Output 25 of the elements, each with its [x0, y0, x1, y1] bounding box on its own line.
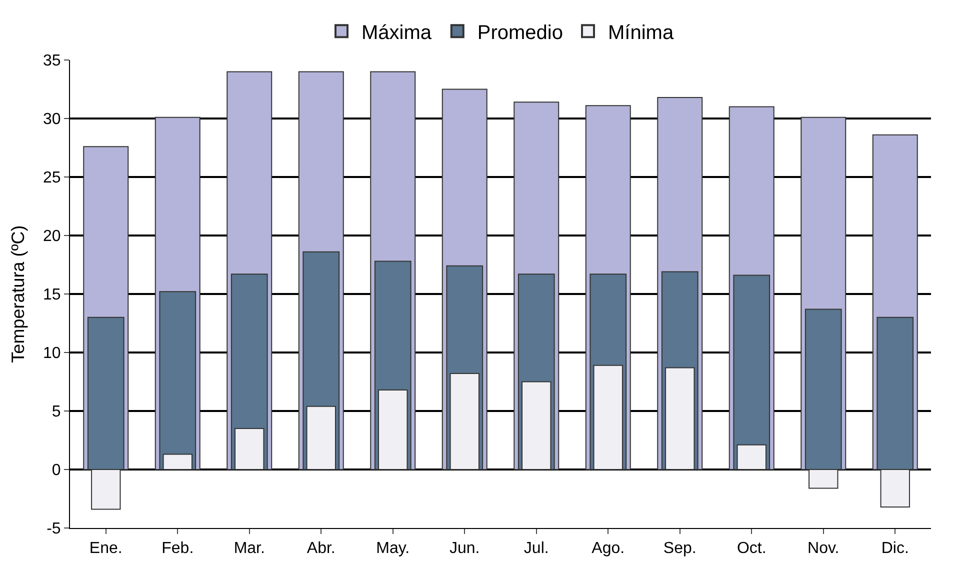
legend-label: Máxima [362, 22, 432, 44]
x-tick-label: May. [376, 540, 410, 558]
x-tick-label: Mar. [234, 540, 265, 558]
legend-label: Mínima [608, 22, 674, 44]
y-tick-label: 25 [43, 170, 61, 187]
x-tick-label: Sep. [663, 540, 696, 558]
x-tick-label: Abr. [306, 540, 336, 558]
x-tick-label: Nov. [808, 540, 840, 558]
legend-label: Promedio [477, 22, 563, 44]
y-tick-label: 20 [43, 228, 61, 246]
x-tick-label: Dic. [881, 540, 909, 558]
y-tick-label: 35 [43, 52, 61, 70]
y-tick-label: -5 [46, 520, 61, 538]
x-tick-label: Jul. [524, 540, 549, 558]
x-tick-label: Jun. [450, 540, 480, 558]
x-tick-label: Ago. [592, 540, 625, 558]
y-tick-label: 10 [43, 345, 61, 362]
x-tick-label: Oct. [736, 540, 766, 558]
y-tick-label: 30 [43, 111, 61, 128]
y-tick-label: 5 [52, 404, 61, 421]
y-tick-label: 0 [52, 462, 61, 480]
y-tick-label: 15 [43, 286, 61, 304]
y-axis-title: Temperatura (ºC) [8, 225, 28, 363]
x-tick-label: Ene. [89, 540, 122, 558]
x-tick-label: Feb. [162, 540, 194, 558]
